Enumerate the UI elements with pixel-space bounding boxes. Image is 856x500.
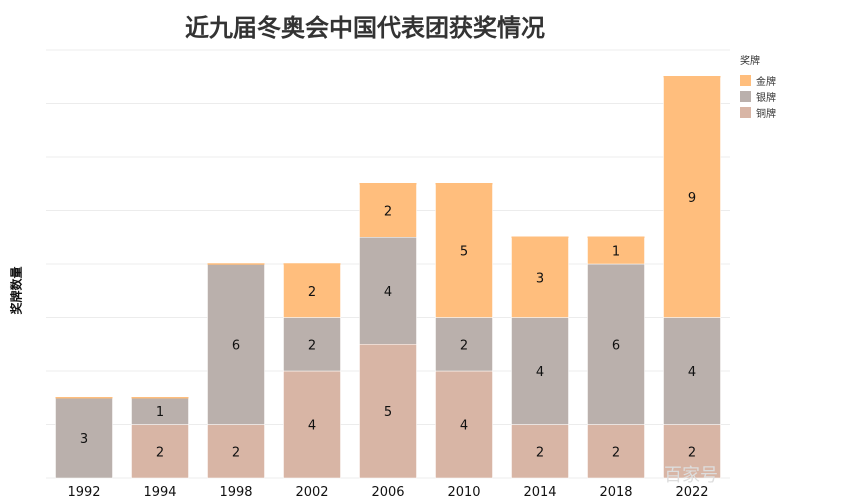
data-label: 4 — [460, 419, 468, 434]
bar-segment — [435, 317, 493, 372]
x-tick-label: 2006 — [371, 485, 404, 500]
x-tick-label: 1998 — [219, 485, 252, 500]
x-tick-label: 1994 — [143, 485, 176, 500]
data-label: 2 — [384, 205, 392, 220]
bar-segment — [359, 237, 417, 345]
bar-segment — [131, 397, 189, 425]
legend-item-gold[interactable]: 金牌 — [740, 72, 776, 88]
data-label: 1 — [612, 245, 620, 260]
data-label: 2 — [232, 445, 240, 460]
bar-segment — [435, 370, 493, 479]
bar-segment — [283, 263, 341, 318]
x-tick-label: 2002 — [295, 485, 328, 500]
bar-segment — [359, 344, 417, 479]
bar-segment — [207, 263, 265, 425]
data-label: 3 — [80, 432, 88, 447]
bar-segment — [587, 237, 645, 265]
data-label: 4 — [308, 419, 316, 434]
bar-segment — [55, 397, 113, 479]
bar-segment — [435, 183, 493, 318]
x-tick-label: 2018 — [599, 485, 632, 500]
data-label: 2 — [308, 285, 316, 300]
bar-segment — [283, 370, 341, 479]
legend-label-gold: 金牌 — [756, 76, 776, 88]
legend-label-silver: 银牌 — [756, 92, 776, 104]
legend: 奖牌 金牌 银牌 铜牌 — [740, 52, 776, 120]
data-label: 5 — [460, 245, 468, 260]
data-label: 5 — [384, 405, 392, 420]
data-label: 3 — [536, 271, 544, 286]
data-label: 2 — [308, 338, 316, 353]
data-label: 2 — [612, 445, 620, 460]
legend-swatch-silver — [740, 90, 751, 102]
data-label: 1 — [156, 405, 164, 420]
x-tick-label: 2022 — [675, 485, 708, 500]
x-tick-label: 1992 — [67, 485, 100, 500]
data-label: 2 — [460, 338, 468, 353]
bar-segment — [511, 317, 569, 425]
data-label: 4 — [536, 365, 544, 380]
bar-segment — [587, 263, 645, 425]
bar-segment — [663, 317, 721, 425]
legend-label-bronze: 铜牌 — [756, 108, 776, 120]
data-label: 4 — [688, 365, 696, 380]
chart-title: 近九届冬奥会中国代表团获奖情况 — [185, 14, 545, 42]
data-label: 6 — [232, 338, 240, 353]
bar-segment — [511, 424, 569, 479]
x-tick-label: 2014 — [523, 485, 556, 500]
bar-segment — [131, 424, 189, 479]
data-label: 2 — [688, 445, 696, 460]
bar-segment — [587, 424, 645, 479]
data-label: 4 — [384, 285, 392, 300]
data-label: 2 — [156, 445, 164, 460]
bar-segment — [207, 424, 265, 479]
legend-item-bronze[interactable]: 铜牌 — [740, 104, 776, 120]
legend-item-silver[interactable]: 银牌 — [740, 88, 776, 104]
bar-segment — [511, 237, 569, 318]
legend-swatch-bronze — [740, 106, 751, 118]
bar-segment — [359, 183, 417, 238]
x-tick-label: 2010 — [447, 485, 480, 500]
data-label: 6 — [612, 338, 620, 353]
legend-title: 奖牌 — [740, 56, 760, 67]
data-label: 2 — [536, 445, 544, 460]
legend-swatch-gold — [740, 74, 751, 86]
watermark: 百家号 — [664, 465, 718, 486]
bar-segment — [663, 424, 721, 479]
data-label: 9 — [688, 191, 696, 206]
